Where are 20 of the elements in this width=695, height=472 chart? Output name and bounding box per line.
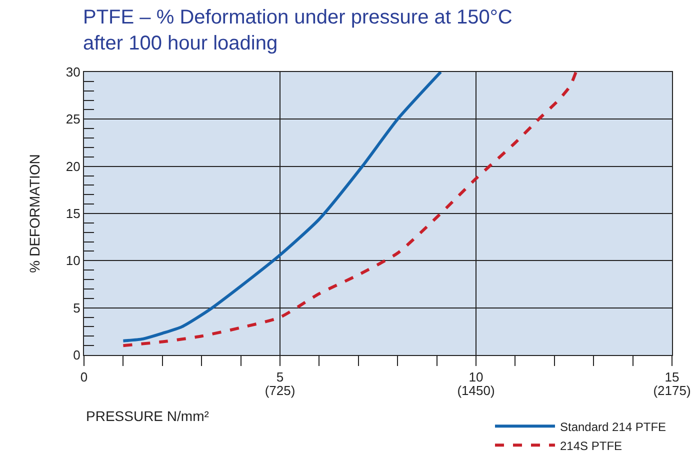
y-tick-label: 0 (73, 348, 80, 363)
line-series (122, 72, 442, 342)
chart-title: PTFE – % Deformation under pressure at 150°C after 100 hour loading (83, 6, 512, 55)
y-tick-label: 10 (66, 253, 80, 268)
x-tick-label: 10 (468, 370, 484, 385)
y-tick-label: 20 (66, 158, 80, 174)
x-tick-label: 15 (664, 370, 680, 385)
y-tick-label: 30 (66, 64, 80, 80)
y-tick-label: 25 (66, 112, 80, 127)
y-tick-label: 15 (66, 206, 80, 222)
y-axis-title: % DEFORMATION (26, 154, 43, 273)
x2-tick-label: (725) (264, 383, 296, 398)
x2-tick-label: (1450) (457, 383, 495, 398)
legend-label: Standard 214 PTFE (560, 420, 666, 434)
legend-label: 214S PTFE (560, 438, 622, 453)
line-series (122, 72, 578, 348)
x-axis-title: PRESSURE N/mm² (86, 408, 210, 424)
x-tick-label: 5 (276, 370, 284, 385)
y-tick-label: 5 (73, 300, 80, 316)
x2-tick-label: (2175) (653, 383, 691, 398)
